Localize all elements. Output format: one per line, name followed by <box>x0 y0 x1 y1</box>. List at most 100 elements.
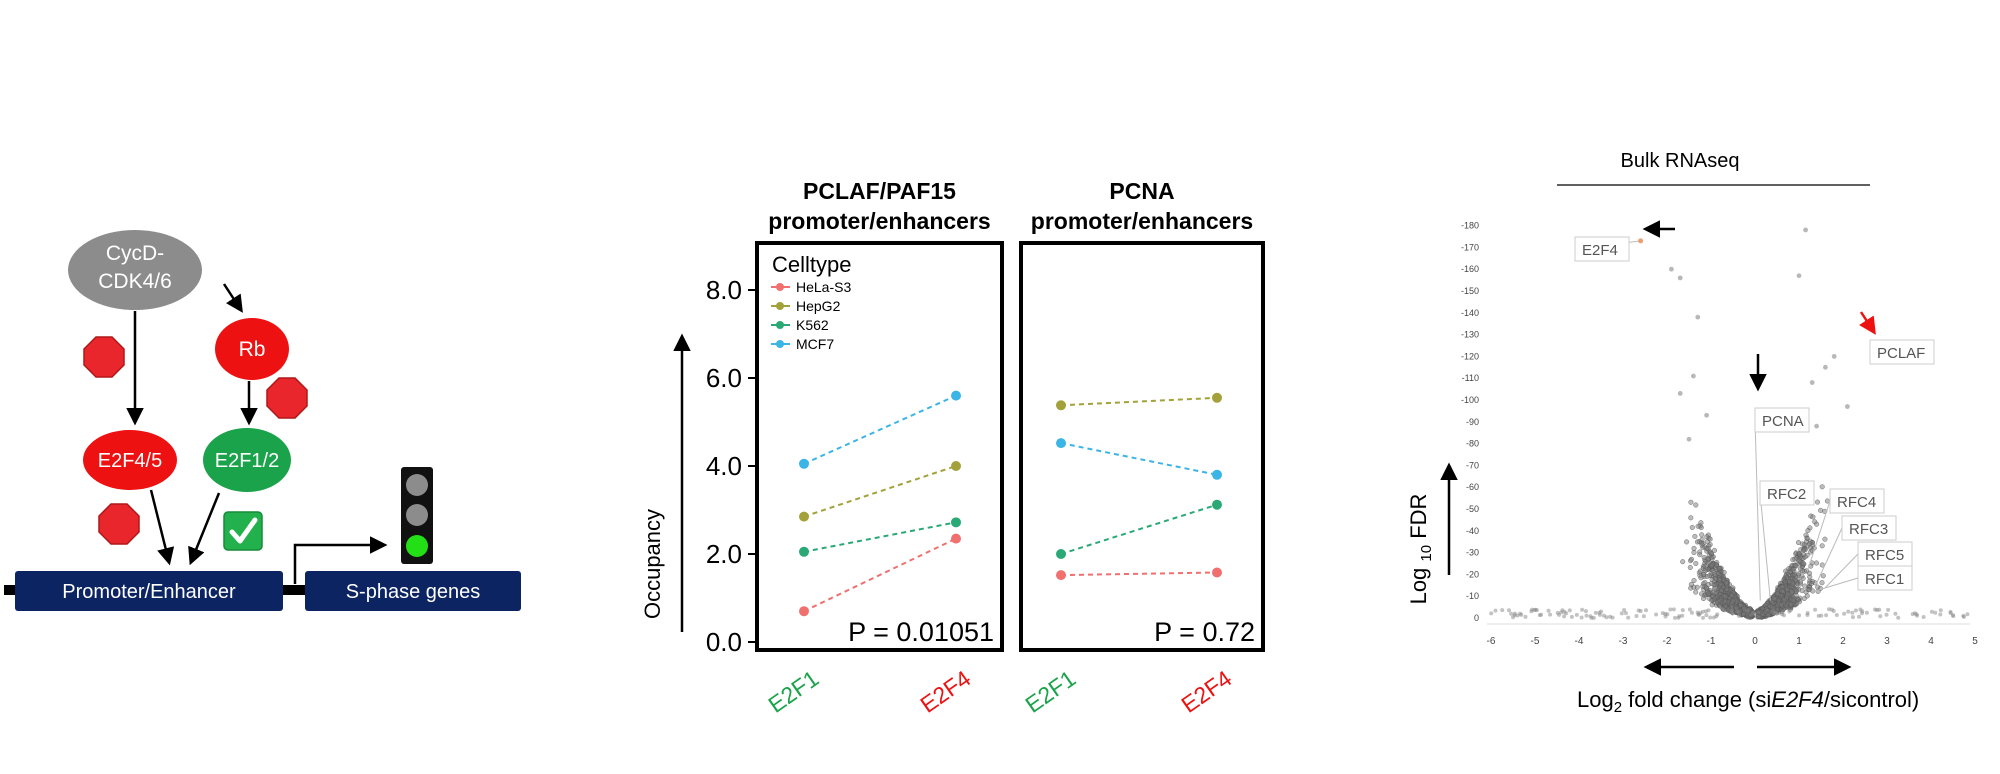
volcano-point <box>1564 611 1569 616</box>
data-point <box>1056 570 1066 581</box>
volcano-point <box>1735 609 1740 614</box>
stop-sign-icon <box>266 377 308 419</box>
volcano-point <box>1800 560 1806 566</box>
volcano-point <box>1921 615 1926 619</box>
y-axis-label: Occupancy <box>640 509 665 619</box>
gene-label-box <box>1841 515 1897 541</box>
volcano-point <box>1705 556 1711 562</box>
x-label-part: fold change (si <box>1622 687 1771 712</box>
cycd-node <box>68 230 202 310</box>
series-line-hepg2 <box>1060 396 1218 407</box>
legend-dot <box>776 321 784 329</box>
y-tick-label: 4.0 <box>706 451 742 481</box>
y-tick-label: -180 <box>1461 221 1479 231</box>
volcano-point <box>1546 608 1551 613</box>
volcano-outlier <box>1686 436 1692 442</box>
volcano-outlier <box>1803 227 1808 233</box>
volcano-point <box>1604 615 1609 620</box>
e2f12-node <box>203 428 291 492</box>
volcano-point <box>1951 614 1956 619</box>
volcano-point <box>1802 554 1808 560</box>
volcano-outlier <box>1814 423 1819 429</box>
label-leader <box>1807 500 1831 571</box>
x-label-part: /sicontrol) <box>1824 687 1919 712</box>
volcano-point <box>1723 580 1729 586</box>
volcano-point <box>1567 608 1572 613</box>
volcano-point <box>1806 587 1812 593</box>
stop-sign-icon <box>98 503 140 545</box>
volcano-outlier <box>1677 391 1683 396</box>
data-point <box>1056 549 1066 559</box>
volcano-point <box>1695 523 1701 529</box>
series-line-hepg2 <box>803 465 957 518</box>
legend-item: HepG2 <box>796 298 841 314</box>
x-tick-label: 1 <box>1796 636 1802 647</box>
y-tick-label: -70 <box>1466 460 1479 470</box>
x-tick-label: E2F4 <box>915 665 975 718</box>
volcano-point <box>1886 607 1891 612</box>
stop-sign-icon <box>83 336 125 378</box>
volcano-plot: Bulk RNAseq0-10-20-30-40-50-60-70-80-90-… <box>1406 150 1978 716</box>
x-tick-label: 4 <box>1928 636 1934 647</box>
volcano-point <box>1493 608 1498 613</box>
volcano-outlier <box>1796 273 1802 279</box>
y-tick-label: 8.0 <box>706 275 742 305</box>
data-point <box>1056 438 1066 449</box>
series-line-hela-s3 <box>803 537 957 613</box>
volcano-point <box>1680 559 1686 565</box>
volcano-point <box>1717 603 1723 609</box>
volcano-point <box>1507 608 1511 613</box>
volcano-point <box>1787 569 1793 575</box>
volcano-point <box>1562 614 1567 619</box>
x-tick-label: -1 <box>1707 636 1716 647</box>
cycd-label-1: CycD- <box>106 242 164 265</box>
series-line-k562 <box>1060 503 1218 555</box>
volcano-point <box>1676 615 1681 620</box>
data-point <box>799 511 809 522</box>
volcano-point <box>1787 579 1793 585</box>
volcano-point <box>1745 608 1750 613</box>
gene-label-box <box>1857 541 1913 567</box>
volcano-point <box>1691 578 1697 584</box>
volcano-point <box>1695 610 1700 615</box>
x-label-part: Log <box>1577 687 1614 712</box>
volcano-point <box>1818 507 1824 513</box>
volcano-point <box>1819 543 1825 549</box>
volcano-point <box>1813 560 1819 566</box>
volcano-point <box>1644 608 1648 613</box>
volcano-point <box>1684 539 1690 545</box>
volcano-point <box>1593 610 1598 615</box>
volcano-point <box>1697 549 1703 555</box>
e2f4-point <box>1638 238 1644 244</box>
volcano-point <box>1819 484 1825 490</box>
legend-dot <box>776 283 784 291</box>
volcano-point <box>1774 591 1780 597</box>
y-tick-label: 6.0 <box>706 363 742 393</box>
volcano-point <box>1857 614 1862 619</box>
volcano-point <box>1712 576 1718 582</box>
volcano-outlier <box>1704 412 1709 418</box>
rb-node <box>215 318 289 380</box>
cycd-label-2: CDK4/6 <box>98 270 172 293</box>
volcano-point <box>1793 588 1799 594</box>
y-tick-label: -150 <box>1461 286 1479 296</box>
occupancy-chart: 0.0 2.0 4.0 6.0 8.0 Occupancy PCLAF/PAF15 promo… <box>640 178 1265 718</box>
y-tick-label: -110 <box>1462 373 1479 383</box>
volcano-point <box>1693 502 1699 508</box>
volcano-point <box>1805 613 1810 617</box>
volcano-point <box>1708 551 1714 557</box>
volcano-point <box>1703 566 1709 572</box>
volcano-point <box>1784 574 1790 580</box>
volcano-point <box>1842 611 1847 616</box>
gene-label: PCLAF <box>1877 345 1925 362</box>
volcano-point <box>1893 611 1898 616</box>
y-label-sub: 10 <box>1418 545 1435 562</box>
volcano-point <box>1785 591 1791 597</box>
volcano-point <box>1688 515 1694 521</box>
data-point <box>1212 499 1222 510</box>
volcano-point <box>1850 615 1855 620</box>
volcano-point <box>1850 610 1855 615</box>
gene-label: RFC4 <box>1837 494 1876 511</box>
sphase-label: S-phase genes <box>346 581 481 603</box>
volcano-point <box>1737 614 1741 618</box>
